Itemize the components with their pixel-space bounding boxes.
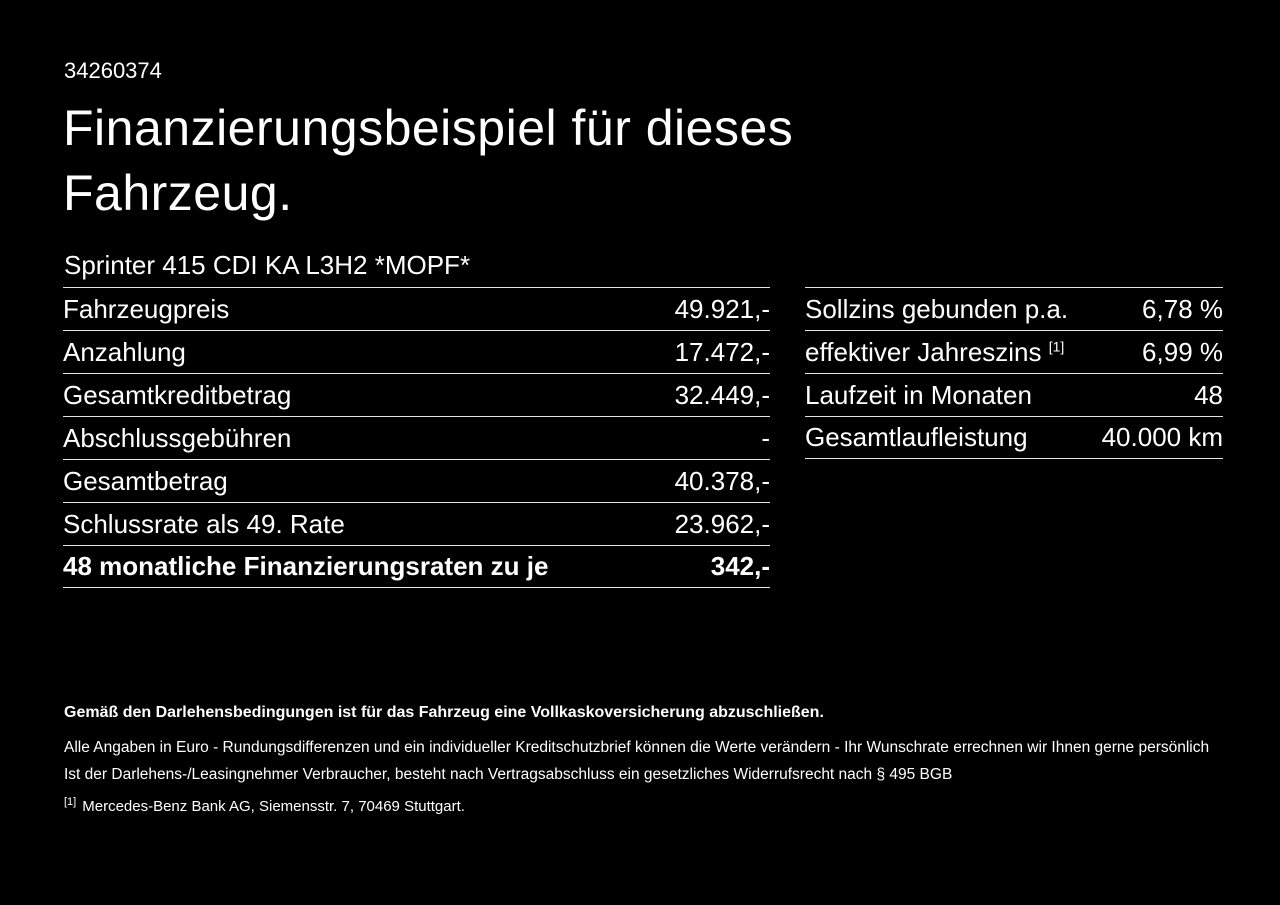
table-row: Anzahlung 17.472,- — [63, 330, 770, 373]
row-label: Sollzins gebunden p.a. — [805, 293, 1069, 324]
row-value: - — [761, 422, 770, 453]
row-label: Fahrzeugpreis — [63, 293, 230, 324]
table-row: Gesamtkreditbetrag 32.449,- — [63, 373, 770, 416]
footnote-marker: [1] — [64, 796, 77, 808]
table-row: Gesamtbetrag 40.378,- — [63, 459, 770, 502]
page-title-line2: Fahrzeug. — [63, 165, 293, 221]
conditions-table: Sollzins gebunden p.a. 6,78 % effektiver… — [805, 287, 1223, 459]
financing-table: Fahrzeugpreis 49.921,- Anzahlung 17.472,… — [63, 287, 770, 588]
row-value: 40.378,- — [674, 465, 770, 496]
footnote-text: Mercedes-Benz Bank AG, Siemensstr. 7, 70… — [82, 798, 465, 815]
row-value: 23.962,- — [674, 508, 770, 539]
row-value: 48 — [1194, 379, 1223, 410]
row-value: 49.921,- — [674, 293, 770, 324]
legal-footer: Gemäß den Darlehensbedingungen ist für d… — [64, 704, 1214, 815]
row-label: Gesamtkreditbetrag — [63, 379, 292, 410]
row-label: 48 monatliche Finanzierungsraten zu je — [63, 551, 549, 581]
table-row: Laufzeit in Monaten 48 — [805, 373, 1223, 416]
insurance-note: Gemäß den Darlehensbedingungen ist für d… — [64, 704, 824, 721]
page-title: Finanzierungsbeispiel für dieses Fahrzeug… — [63, 96, 793, 226]
table-row: effektiver Jahreszins [1] 6,99 % — [805, 330, 1223, 373]
footnote: [1] Mercedes-Benz Bank AG, Siemensstr. 7,… — [64, 796, 1214, 815]
row-label: Gesamtlaufleistung — [805, 422, 1028, 452]
row-value: 17.472,- — [674, 336, 770, 367]
page-title-line1: Finanzierungsbeispiel für dieses — [63, 100, 794, 156]
row-label: Anzahlung — [63, 336, 186, 367]
row-label: effektiver Jahreszins [1] — [805, 336, 1065, 367]
row-value: 6,99 % — [1142, 336, 1223, 367]
row-label: Abschlussgebühren — [63, 422, 292, 453]
document-id: 34260374 — [64, 58, 162, 83]
table-row: Abschlussgebühren - — [63, 416, 770, 459]
row-label: Laufzeit in Monaten — [805, 379, 1032, 410]
table-row: Schlussrate als 49. Rate 23.962,- — [63, 502, 770, 545]
table-row-monthly-rate: 48 monatliche Finanzierungsraten zu je 3… — [63, 545, 770, 588]
row-value: 32.449,- — [674, 379, 770, 410]
table-row: Fahrzeugpreis 49.921,- — [63, 287, 770, 330]
disclaimer-line-1: Alle Angaben in Euro - Rundungsdifferenz… — [64, 739, 1210, 756]
row-value: 40.000 km — [1101, 422, 1223, 452]
row-label: Gesamtbetrag — [63, 465, 228, 496]
table-row: Sollzins gebunden p.a. 6,78 % — [805, 287, 1223, 330]
vehicle-model: Sprinter 415 CDI KA L3H2 *MOPF* — [64, 250, 471, 280]
table-row: Gesamtlaufleistung 40.000 km — [805, 416, 1223, 459]
row-label: Schlussrate als 49. Rate — [63, 508, 345, 539]
row-value: 342,- — [710, 551, 770, 581]
row-value: 6,78 % — [1142, 293, 1223, 324]
disclaimer-line-2: Ist der Darlehens-/Leasingnehmer Verbrau… — [64, 766, 953, 783]
footnote-ref: [1] — [1048, 337, 1065, 354]
